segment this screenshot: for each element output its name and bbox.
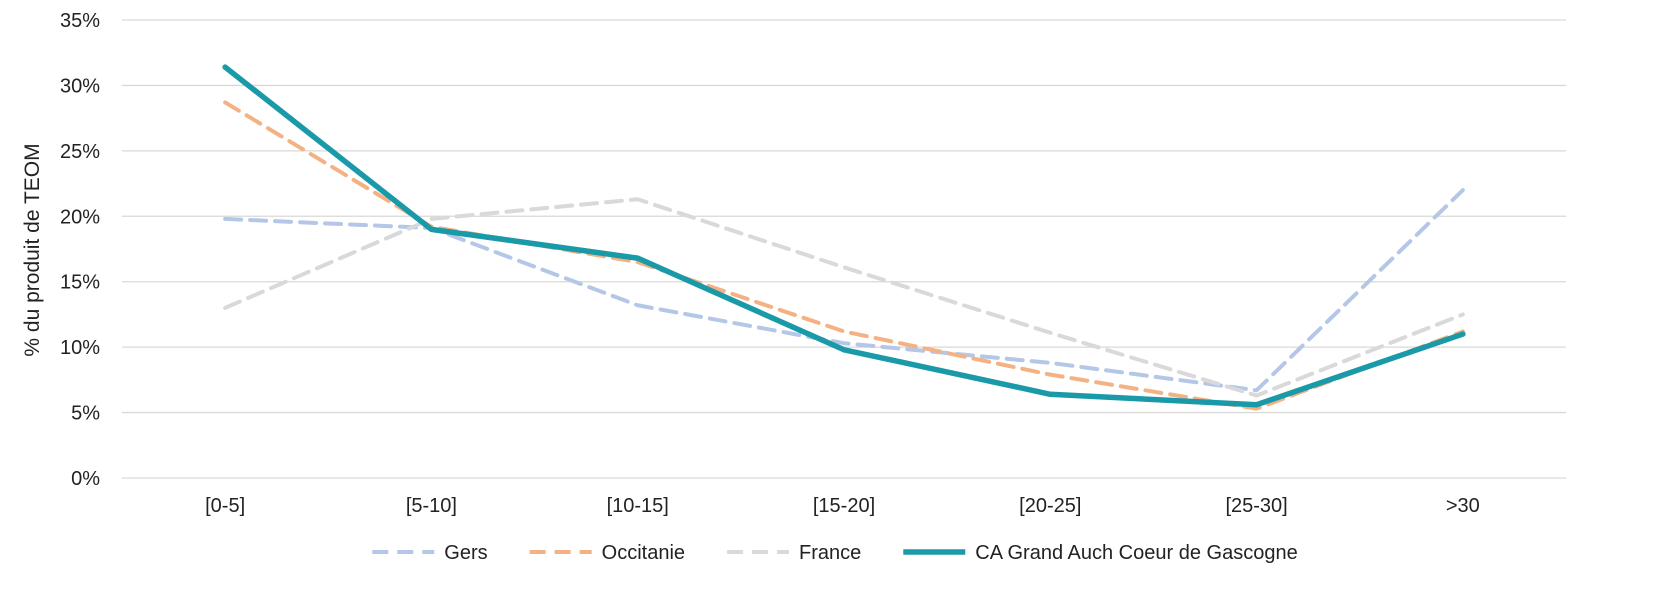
y-tick-label: 35% — [60, 10, 100, 32]
y-axis-label: % du produit de TEOM — [21, 143, 44, 356]
y-tick-label: 5% — [71, 403, 100, 425]
data-point — [635, 255, 641, 261]
series-line — [222, 64, 1466, 408]
legend-item: France — [727, 542, 861, 564]
legend-item: CA Grand Auch Coeur de Gascogne — [903, 542, 1298, 564]
gridlines — [122, 19, 1566, 479]
data-point — [222, 64, 228, 70]
legend-label: CA Grand Auch Coeur de Gascogne — [975, 542, 1297, 564]
legend-label: Gers — [444, 542, 487, 564]
series-line — [223, 197, 1465, 398]
series-line — [223, 100, 1465, 411]
series-gers — [223, 188, 1465, 393]
series-lines — [222, 64, 1466, 411]
x-tick-label: [0-5] — [205, 495, 245, 517]
legend-item: Gers — [372, 542, 488, 564]
data-point — [1253, 402, 1260, 408]
legend: Gers Occitanie France CA Grand Auch Coeur d… — [372, 542, 1298, 564]
x-tick-label: >30 — [1446, 495, 1480, 517]
x-tick-label: [25-30] — [1225, 495, 1287, 517]
data-point — [1047, 391, 1053, 397]
data-point — [428, 226, 435, 232]
data-point — [1460, 331, 1466, 337]
x-tick-label: [15-20] — [813, 495, 875, 517]
legend-item: Occitanie — [529, 542, 685, 564]
x-tick-label: [5-10] — [406, 495, 457, 517]
y-tick-label: 10% — [60, 337, 100, 359]
legend-label: Occitanie — [602, 542, 685, 564]
data-point — [841, 347, 847, 353]
x-tick-label: [10-15] — [607, 495, 669, 517]
y-tick-label: 0% — [71, 468, 100, 490]
y-axis-tick-labels: 0% 5% 10% 15% 20% 25% 30% 35% — [60, 10, 100, 490]
x-axis-tick-labels: [0-5] [5-10] [10-15] [15-20] [20-25] [25-30] >… — [205, 495, 1480, 517]
series-france — [223, 197, 1465, 398]
y-tick-label: 20% — [60, 206, 100, 228]
y-tick-label: 15% — [60, 272, 100, 294]
series-occitanie — [223, 100, 1465, 411]
y-tick-label: 25% — [60, 141, 100, 163]
y-tick-label: 30% — [60, 75, 100, 97]
legend-label: France — [799, 542, 861, 564]
series-ca-grand-auch-coeur-de-gascogne — [222, 64, 1466, 408]
series-line — [223, 188, 1465, 393]
x-tick-label: [20-25] — [1019, 495, 1081, 517]
